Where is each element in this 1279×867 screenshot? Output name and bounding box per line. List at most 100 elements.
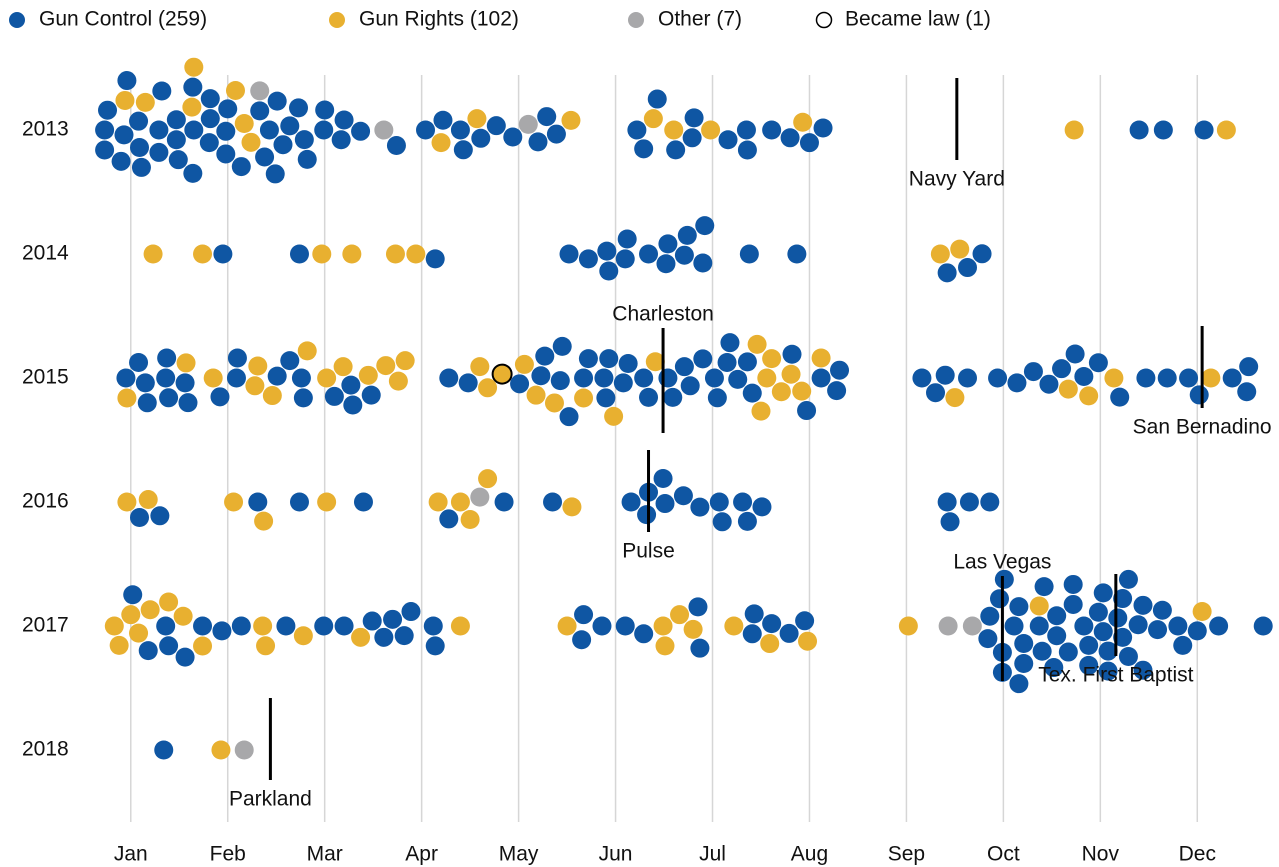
- dot: [574, 605, 594, 625]
- dot: [704, 368, 724, 388]
- dot: [543, 492, 563, 512]
- dot: [248, 492, 268, 512]
- dot: [655, 636, 675, 656]
- dot: [138, 641, 158, 661]
- dot: [938, 616, 958, 636]
- dot: [166, 110, 186, 130]
- dot: [159, 388, 179, 408]
- dot: [670, 605, 690, 625]
- dot: [1136, 368, 1156, 388]
- dot: [450, 120, 470, 140]
- dot: [510, 374, 530, 394]
- dot: [762, 120, 782, 140]
- dot: [674, 357, 694, 377]
- dot: [143, 244, 163, 264]
- dot: [184, 57, 204, 77]
- legend-label: Gun Rights (102): [359, 8, 519, 31]
- dot: [225, 80, 245, 100]
- row-label: 2013: [22, 118, 69, 141]
- dot: [950, 239, 970, 259]
- dot: [562, 497, 582, 517]
- dot: [707, 388, 727, 408]
- dot: [712, 512, 732, 532]
- dot: [1058, 379, 1078, 399]
- dot: [514, 354, 534, 374]
- dot: [695, 216, 715, 236]
- dot: [431, 133, 451, 153]
- dot: [494, 492, 514, 512]
- dot: [1168, 616, 1188, 636]
- dot: [1187, 621, 1207, 641]
- dot: [1173, 635, 1193, 655]
- event-label: Charleston: [612, 303, 714, 326]
- dot: [358, 365, 378, 385]
- dot: [613, 373, 633, 393]
- dot: [1029, 596, 1049, 616]
- dot: [742, 624, 762, 644]
- dot: [234, 114, 254, 134]
- dot: [394, 626, 414, 646]
- dot: [395, 351, 415, 371]
- dot: [1104, 368, 1124, 388]
- dot: [728, 369, 748, 389]
- dot: [599, 261, 619, 281]
- dot: [156, 368, 176, 388]
- dot: [958, 258, 978, 278]
- dot: [156, 616, 176, 636]
- dot: [211, 740, 231, 760]
- dot: [1157, 368, 1177, 388]
- dot: [1023, 362, 1043, 382]
- dot: [994, 569, 1014, 589]
- dot: [486, 116, 506, 136]
- dot: [374, 627, 394, 647]
- dot: [1129, 120, 1149, 140]
- dot: [752, 497, 772, 517]
- dot: [333, 357, 353, 377]
- dot: [193, 636, 213, 656]
- dot: [342, 244, 362, 264]
- dot: [739, 244, 759, 264]
- dot: [250, 81, 270, 101]
- dot: [334, 616, 354, 636]
- dot: [827, 381, 847, 401]
- dot: [693, 349, 713, 369]
- dot: [95, 120, 115, 140]
- dot: [656, 254, 676, 274]
- dot: [643, 109, 663, 129]
- dot: [1064, 120, 1084, 140]
- dot: [1047, 606, 1067, 626]
- dot: [183, 163, 203, 183]
- dot: [184, 120, 204, 140]
- dot: [130, 508, 150, 528]
- dot: [1152, 600, 1172, 620]
- dot: [231, 616, 251, 636]
- dot: [663, 387, 683, 407]
- dot: [193, 244, 213, 264]
- dot: [149, 142, 169, 162]
- dot: [314, 616, 334, 636]
- dot: [317, 492, 337, 512]
- dot: [634, 139, 654, 159]
- dot: [797, 401, 817, 421]
- dot: [297, 149, 317, 169]
- dot: [135, 92, 155, 112]
- legend-swatch: [9, 12, 25, 28]
- dot: [503, 127, 523, 147]
- dot: [639, 244, 659, 264]
- dot: [280, 116, 300, 136]
- dot: [385, 244, 405, 264]
- dot: [470, 357, 490, 377]
- dot: [645, 352, 665, 372]
- dot: [343, 395, 363, 415]
- legend-swatch: [329, 12, 345, 28]
- dot: [935, 365, 955, 385]
- dot: [684, 108, 704, 128]
- dot: [701, 120, 721, 140]
- x-tick-label: Jul: [699, 843, 726, 866]
- dot: [116, 368, 136, 388]
- dot: [795, 611, 815, 631]
- dot: [265, 164, 285, 184]
- dot: [129, 623, 149, 643]
- dot: [213, 244, 233, 264]
- dot: [1009, 597, 1029, 617]
